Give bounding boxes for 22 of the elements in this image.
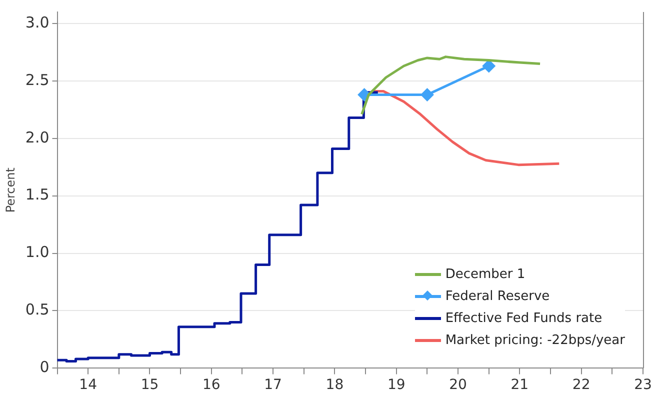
x-tick-label: 19	[387, 377, 406, 394]
y-tick-label: 1.5	[25, 186, 50, 204]
x-tick-label: 20	[449, 377, 467, 394]
y-tick-label: 0.5	[25, 300, 50, 319]
x-tick-label: 23	[634, 377, 652, 394]
y-tick-label: 3.0	[25, 13, 50, 32]
y-tick-label: 1.0	[25, 243, 50, 262]
x-tick-label: 18	[326, 377, 344, 394]
y-tick-label: 2.5	[25, 70, 50, 89]
legend-label: December 1	[445, 266, 526, 282]
legend-label: Market pricing: -22bps/year	[445, 332, 625, 348]
x-tick-label: 16	[202, 377, 220, 394]
x-tick-label: 22	[572, 377, 590, 394]
y-tick-label: 0	[40, 358, 50, 376]
legend-label: Federal Reserve	[445, 288, 550, 304]
legend-label: Effective Fed Funds rate	[445, 310, 602, 326]
y-axis-title: Percent	[3, 167, 18, 213]
x-tick-label: 21	[510, 377, 529, 394]
y-tick-label: 2.0	[25, 128, 50, 146]
x-tick-label: 17	[264, 377, 282, 394]
x-tick-label: 14	[79, 377, 98, 394]
x-tick-label: 15	[140, 377, 159, 394]
